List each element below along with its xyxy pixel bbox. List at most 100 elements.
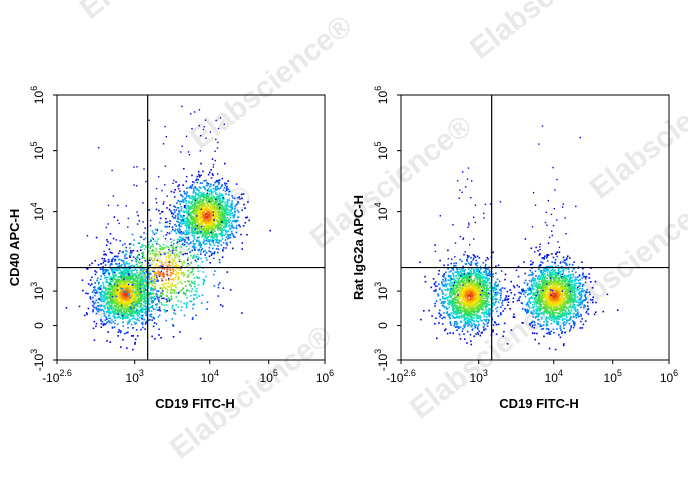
event-dot — [510, 329, 513, 331]
event-dot — [230, 224, 232, 227]
event-dot — [190, 294, 192, 297]
event-dot — [222, 219, 225, 222]
event-dot — [206, 200, 208, 202]
event-dot — [101, 291, 104, 293]
event-dot — [143, 168, 145, 170]
event-dot — [149, 246, 152, 249]
event-dot — [100, 319, 102, 322]
event-dot — [143, 288, 145, 291]
event-dot — [198, 225, 200, 228]
event-dot — [206, 197, 208, 199]
event-dot — [161, 290, 164, 292]
event-dot — [465, 275, 467, 277]
event-dot — [216, 194, 219, 196]
event-dot — [105, 270, 107, 272]
event-dot — [151, 306, 154, 309]
event-dot — [471, 273, 474, 275]
event-dot — [123, 261, 125, 264]
event-dot — [212, 232, 215, 235]
event-dot — [183, 192, 186, 194]
event-dot — [122, 318, 124, 320]
event-dot — [484, 270, 486, 272]
watermark-text: Elabscience® — [184, 9, 358, 155]
event-dot — [110, 262, 112, 265]
event-dot — [132, 282, 134, 284]
event-dot — [201, 203, 204, 206]
event-dot — [217, 214, 219, 217]
event-dot — [194, 290, 197, 292]
event-dot — [180, 239, 183, 242]
event-dot — [125, 269, 127, 272]
event-dot — [163, 201, 165, 203]
event-dot — [498, 292, 500, 294]
event-dot — [115, 297, 118, 300]
event-dot — [103, 287, 105, 289]
event-dot — [220, 232, 223, 235]
event-dot — [220, 185, 223, 187]
event-dot — [131, 252, 133, 254]
event-dot — [173, 309, 176, 311]
event-dot — [147, 268, 149, 270]
event-dot — [150, 245, 153, 247]
event-dot — [216, 147, 219, 149]
watermark-text: Elabscience® — [464, 0, 638, 66]
event-dot — [138, 276, 140, 279]
event-dot — [183, 167, 185, 170]
event-dot — [178, 276, 180, 278]
event-dot — [195, 294, 197, 296]
event-dot — [217, 221, 220, 224]
event-dot — [201, 182, 203, 184]
event-dot — [161, 248, 164, 251]
event-dot — [488, 309, 490, 311]
event-dot — [136, 166, 138, 168]
event-dot — [124, 305, 126, 308]
event-dot — [197, 195, 200, 197]
event-dot — [117, 276, 119, 279]
event-dot — [177, 214, 179, 216]
event-dot — [129, 301, 132, 304]
event-dot — [174, 313, 177, 315]
event-dot — [140, 305, 142, 307]
event-dot — [112, 273, 115, 275]
event-dot — [225, 182, 228, 185]
event-dot — [485, 318, 488, 321]
event-dot — [193, 181, 195, 184]
event-dot — [456, 306, 458, 308]
event-dot — [126, 290, 129, 293]
event-dot — [135, 329, 138, 331]
event-dot — [485, 282, 488, 284]
event-dot — [120, 286, 123, 288]
event-dot — [132, 298, 135, 301]
event-dot — [183, 239, 186, 241]
event-dot — [213, 257, 215, 260]
event-dot — [111, 268, 114, 271]
event-dot — [120, 309, 123, 311]
event-dot — [139, 291, 141, 294]
event-dot — [217, 245, 219, 247]
event-dot — [108, 290, 110, 293]
event-dot — [223, 234, 225, 237]
event-dot — [194, 210, 196, 213]
event-dot — [116, 281, 119, 284]
event-dot — [138, 313, 140, 315]
event-dot — [172, 246, 174, 248]
event-dot — [139, 272, 142, 274]
event-dot — [221, 177, 224, 180]
event-dot — [118, 258, 120, 261]
event-dot — [128, 279, 131, 282]
event-dot — [205, 197, 207, 199]
event-dot — [207, 226, 209, 228]
event-dot — [108, 248, 111, 251]
event-dot — [177, 231, 180, 233]
event-dot — [486, 268, 489, 270]
event-dot — [169, 222, 171, 225]
plot-frame — [56, 94, 326, 361]
event-dot — [157, 298, 160, 301]
event-dot — [148, 257, 151, 259]
event-dot — [138, 282, 141, 285]
event-dot — [223, 221, 225, 224]
event-dot — [184, 210, 186, 213]
event-dot — [190, 219, 193, 221]
event-dot — [192, 195, 195, 198]
event-dot — [201, 247, 204, 250]
